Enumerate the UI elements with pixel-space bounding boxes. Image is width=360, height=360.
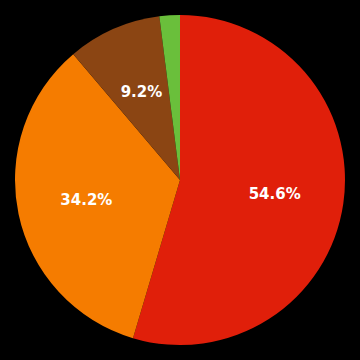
svg-text:9.2%: 9.2% xyxy=(121,83,163,101)
svg-text:34.2%: 34.2% xyxy=(60,191,112,209)
svg-text:54.6%: 54.6% xyxy=(249,185,301,203)
